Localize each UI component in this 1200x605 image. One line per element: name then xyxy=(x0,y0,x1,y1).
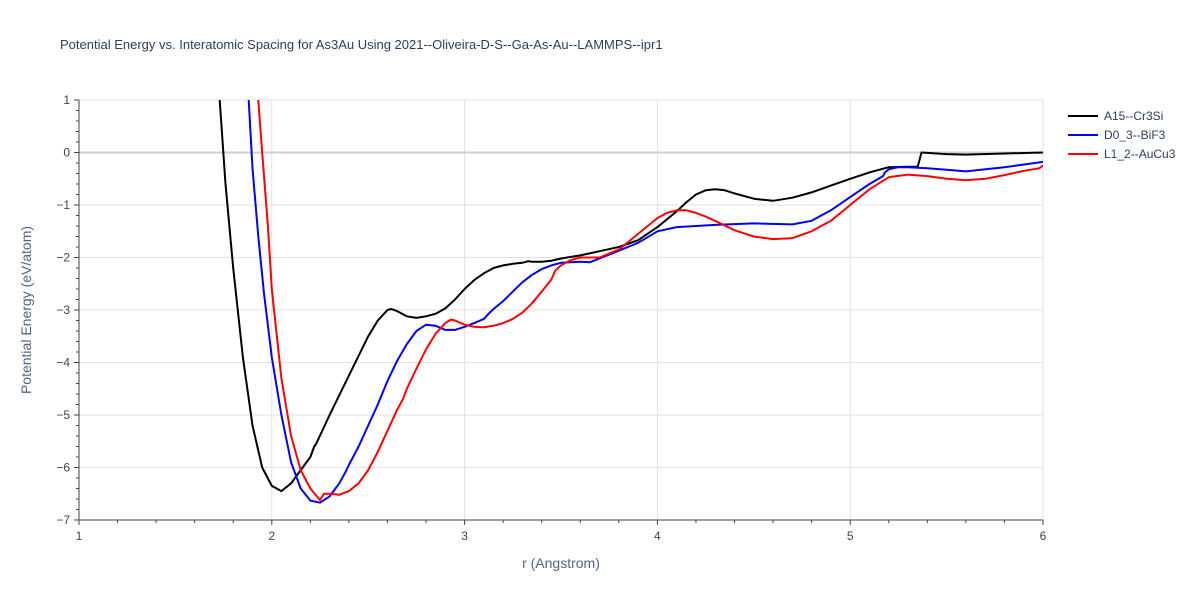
x-tick-label: 5 xyxy=(847,529,854,543)
axes xyxy=(74,99,1044,525)
legend-label: L1_2--AuCu3 xyxy=(1104,147,1176,161)
y-tick-label: −6 xyxy=(56,461,70,475)
legend-item[interactable]: D0_3--BiF3 xyxy=(1068,128,1166,142)
legend[interactable]: A15--Cr3Si D0_3--BiF3 L1_2--AuCu3 xyxy=(1068,109,1176,161)
x-axis-title: r (Angstrom) xyxy=(522,555,600,571)
y-tick-label: −3 xyxy=(56,303,70,317)
y-tick-label: −4 xyxy=(56,356,70,370)
series-line-3[interactable] xyxy=(257,100,1043,502)
y-tick-label: −1 xyxy=(56,198,70,212)
x-tick-label: 2 xyxy=(268,529,275,543)
legend-label: A15--Cr3Si xyxy=(1104,109,1163,123)
legend-item[interactable]: L1_2--AuCu3 xyxy=(1068,147,1176,161)
y-axis-title: Potential Energy (eV/atom) xyxy=(18,226,34,394)
legend-item[interactable]: A15--Cr3Si xyxy=(1068,109,1163,123)
x-tick-label: 1 xyxy=(76,529,83,543)
series-line-1[interactable] xyxy=(218,100,1043,493)
x-tick-label: 4 xyxy=(654,529,661,543)
y-tick-label: 0 xyxy=(63,146,70,160)
y-tick-label: −2 xyxy=(56,251,70,265)
x-tick-label: 3 xyxy=(461,529,468,543)
y-tick-label: −5 xyxy=(56,408,70,422)
tick-labels: 1 2 3 4 5 6 1 0 −1 −2 −3 −4 −5 −6 −7 xyxy=(56,93,1046,543)
legend-label: D0_3--BiF3 xyxy=(1104,128,1166,142)
grid-lines xyxy=(79,99,1044,520)
y-tick-label: −7 xyxy=(56,513,70,527)
y-tick-label: 1 xyxy=(63,93,70,107)
chart-title: Potential Energy vs. Interatomic Spacing… xyxy=(60,37,663,52)
x-tick-label: 6 xyxy=(1040,529,1047,543)
series-lines xyxy=(218,100,1043,504)
